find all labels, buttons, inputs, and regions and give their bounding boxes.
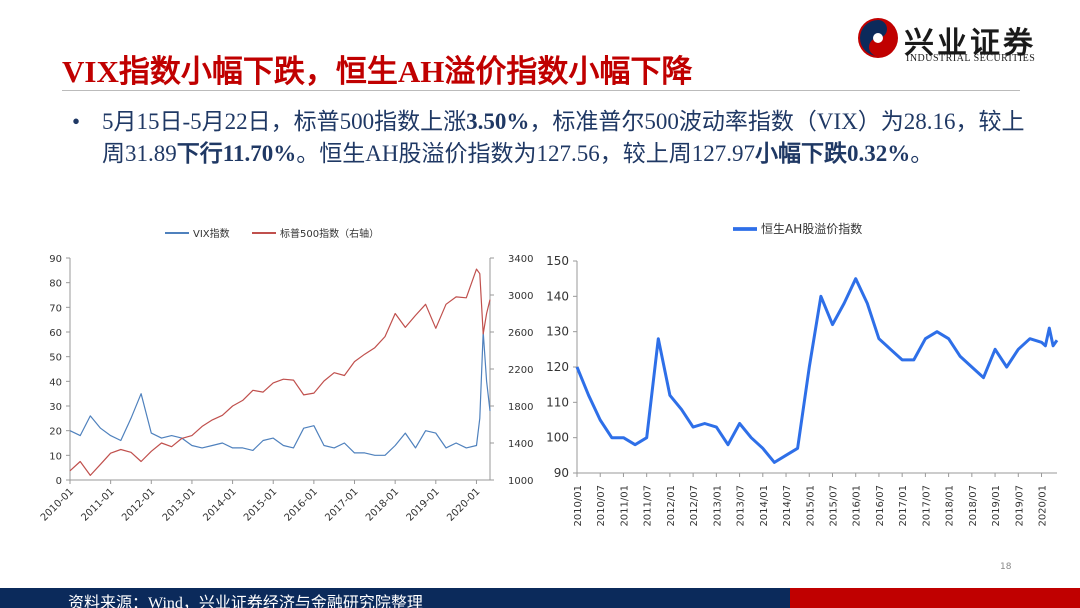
divider [62, 90, 1020, 91]
y-tick-label: 30 [49, 402, 62, 413]
x-tick-label: 2017/07 [921, 485, 932, 527]
y-tick-label: 60 [49, 328, 62, 339]
x-tick-label: 2015-01 [242, 486, 279, 523]
y-tick-label: 140 [546, 289, 569, 303]
x-tick-label: 2018/01 [945, 485, 956, 527]
y2-tick-label: 2200 [508, 365, 533, 376]
bullet-segment: 下行11.70% [176, 141, 297, 166]
x-tick-label: 2016/07 [875, 485, 886, 527]
y2-tick-label: 2600 [508, 328, 533, 339]
x-tick-label: 2017/01 [898, 485, 909, 527]
x-tick-label: 2013/01 [712, 485, 723, 527]
y-tick-label: 0 [56, 476, 62, 487]
x-tick-label: 2020/01 [1038, 485, 1049, 527]
footer-accent [790, 588, 1080, 608]
y-tick-label: 40 [49, 377, 62, 388]
x-tick-label: 2010-01 [39, 486, 76, 523]
x-tick-label: 2016-01 [283, 486, 320, 523]
y-tick-label: 20 [49, 427, 62, 438]
x-tick-label: 2018-01 [364, 486, 401, 523]
x-tick-label: 2013-01 [161, 486, 198, 523]
x-tick-label: 2012-01 [120, 486, 157, 523]
y-tick-label: 110 [546, 395, 569, 409]
y-tick-label: 100 [546, 431, 569, 445]
x-tick-label: 2014-01 [201, 486, 238, 523]
page-number: 18 [1000, 562, 1012, 572]
x-tick-label: 2017-01 [323, 486, 360, 523]
y-tick-label: 90 [49, 254, 62, 265]
y-tick-label: 130 [546, 325, 569, 339]
y2-tick-label: 1400 [508, 439, 533, 450]
series-line [69, 268, 491, 476]
y-tick-label: 120 [546, 360, 569, 374]
legend-label: 标普500指数（右轴） [280, 227, 379, 240]
y2-tick-label: 1800 [508, 402, 533, 413]
x-tick-label: 2013/07 [736, 485, 747, 527]
bullet-segment: 5月15日-5月22日，标普500指数上涨 [102, 109, 467, 134]
x-tick-label: 2011-01 [79, 486, 116, 523]
y2-tick-label: 1000 [508, 476, 533, 487]
x-tick-label: 2014/07 [782, 485, 793, 527]
x-tick-label: 2019/01 [991, 485, 1002, 527]
y-tick-label: 90 [554, 466, 569, 480]
series-line [69, 331, 491, 456]
bullet-segment: 小幅下跌0.32% [754, 141, 911, 166]
bullet-segment: 。 [910, 141, 934, 166]
x-tick-label: 2012/01 [666, 485, 677, 527]
y-tick-label: 80 [49, 279, 62, 290]
legend-label: VIX指数 [193, 227, 230, 240]
source-note: 资料来源：Wind，兴业证券经济与金融研究院整理 [68, 595, 423, 608]
x-tick-label: 2019/07 [1014, 485, 1025, 527]
y-tick-label: 150 [546, 254, 569, 268]
x-tick-label: 2012/07 [689, 485, 700, 527]
x-tick-label: 2019-01 [405, 486, 442, 523]
bullet-segment: 3.50% [466, 109, 530, 134]
y-tick-label: 70 [49, 303, 62, 314]
logo-icon [858, 18, 898, 58]
bullet: • 5月15日-5月22日，标普500指数上涨3.50%，标准普尔500波动率指数… [72, 106, 1032, 170]
bullet-segment: ，标准普尔500波动率指数（VIX）为28.16，较上周31.89 [102, 109, 1025, 166]
y2-tick-label: 3000 [508, 291, 533, 302]
x-tick-label: 2018/07 [968, 485, 979, 527]
y-tick-label: 50 [49, 353, 62, 364]
x-tick-label: 2010/01 [573, 485, 584, 527]
x-tick-label: 2011/01 [619, 485, 630, 527]
charts: 0 10 20 30 40 50 60 70 80 90 1000 1400 1800 2200 2600 3… [39, 221, 1059, 527]
slide-title: VIX指数小幅下跌，恒生AH溢价指数小幅下降 [62, 54, 693, 89]
x-tick-label: 2014/01 [759, 485, 770, 527]
y-tick-label: 10 [49, 451, 62, 462]
x-tick-label: 2015/07 [828, 485, 839, 527]
legend-label: 恒生AH股溢价指数 [761, 221, 862, 236]
y2-tick-label: 3400 [508, 254, 533, 265]
series-line [575, 277, 1059, 464]
logo-text: 兴业证券 [904, 27, 1036, 60]
bullet-segment: 。恒生AH股溢价指数为127.56，较上周127.97 [296, 141, 755, 166]
x-tick-label: 2015/01 [805, 485, 816, 527]
x-tick-label: 2020-01 [445, 486, 482, 523]
logo-subtext: INDUSTRIAL SECURITIES [906, 53, 1036, 64]
bullet-text: 5月15日-5月22日，标普500指数上涨3.50%，标准普尔500波动率指数（… [102, 106, 1032, 170]
x-tick-label: 2010/07 [596, 485, 607, 527]
x-tick-label: 2016/01 [852, 485, 863, 527]
bullet-marker: • [72, 109, 81, 134]
x-tick-label: 2011/07 [643, 485, 654, 527]
